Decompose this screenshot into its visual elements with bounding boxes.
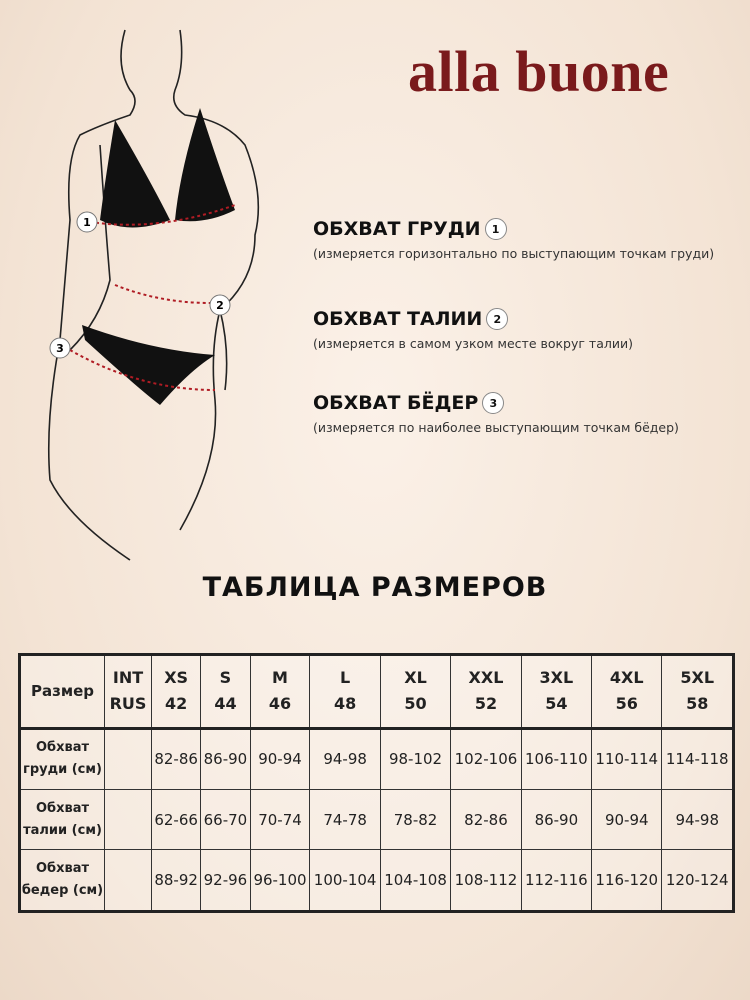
value-cell: 90-94 [249, 727, 311, 791]
int-size: L [340, 668, 351, 688]
bra-left-cup [100, 120, 170, 228]
corner-cell: Размер [19, 654, 105, 730]
size-header: XL 50 [379, 654, 452, 730]
system-cell: INT RUS [104, 654, 152, 730]
table-row: Обхват груди (см) 82-86 86-90 90-94 94-98 98-1… [19, 727, 734, 791]
table-header-row: Размер INT RUS XS 42 S 44 M 46 L 48 XL 50 XXL 5… [19, 654, 734, 730]
value-cell: 86-90 [520, 789, 593, 851]
row-label-line: Обхват [35, 861, 90, 877]
rus-size: 52 [474, 694, 498, 714]
size-header: XS 42 [150, 654, 202, 730]
row-label: Обхват талии (см) [19, 789, 105, 851]
value-cell: 104-108 [379, 849, 452, 912]
int-size: XXL [468, 668, 504, 688]
int-size: S [219, 668, 232, 688]
int-size: 3XL [539, 668, 574, 688]
row-label-line: Обхват [35, 800, 90, 816]
svg-text:3: 3 [56, 342, 64, 355]
row-label-line: бедер (см) [21, 883, 104, 899]
value-cell: 112-116 [520, 849, 593, 912]
size-header: L 48 [309, 654, 381, 730]
value-cell: 114-118 [661, 727, 734, 791]
marker-3-icon: 3 [49, 337, 71, 359]
value-cell: 92-96 [200, 849, 251, 912]
rus-size: 48 [334, 694, 357, 714]
value-cell: 82-86 [150, 727, 202, 791]
size-header: 4XL 56 [591, 654, 663, 730]
value-cell: 94-98 [661, 789, 734, 851]
value-cell: 108-112 [450, 849, 522, 912]
value-cell: 66-70 [200, 789, 251, 851]
value-cell: 102-106 [450, 727, 522, 791]
measurement-title: ОБХВАТ ТАЛИИ [313, 308, 483, 330]
number-badge-icon: 1 [484, 218, 507, 240]
value-cell: 98-102 [379, 727, 452, 791]
value-cell: 120-124 [661, 849, 734, 912]
marker-1-icon: 1 [76, 211, 98, 233]
number-badge-icon: 2 [486, 308, 509, 330]
rus-size: 58 [686, 694, 709, 714]
rus-size: 46 [268, 694, 292, 714]
value-cell: 88-92 [150, 849, 202, 912]
measurement-description: (измеряется по наиболее выступающим точк… [313, 420, 679, 435]
size-header: 5XL 58 [661, 654, 734, 730]
int-size: XS [164, 668, 189, 688]
measurement-description: (измеряется горизонтально по выступающим… [313, 246, 715, 261]
measurement-hips: ОБХВАТ БЁДЕР 3 (измеряется по наиболее вы… [313, 392, 679, 435]
row-label-line: талии (см) [23, 822, 102, 838]
size-header: S 44 [200, 654, 251, 730]
measurement-bust: ОБХВАТ ГРУДИ 1 (измеряется горизонтально … [313, 218, 714, 261]
table-row: Обхват талии (см) 62-66 66-70 70-74 74-78 78-8… [19, 789, 734, 851]
rus-size: 54 [545, 694, 568, 714]
value-cell: 62-66 [150, 789, 202, 851]
measurement-title: ОБХВАТ ГРУДИ [313, 218, 481, 240]
marker-2-icon: 2 [209, 294, 231, 316]
int-size: 5XL [680, 668, 715, 688]
rus-label: RUS [109, 694, 147, 714]
size-header: M 46 [249, 654, 311, 730]
value-cell: 82-86 [450, 789, 522, 851]
rus-size: 44 [214, 694, 237, 714]
number-badge-icon: 3 [482, 392, 505, 414]
value-cell: 96-100 [249, 849, 311, 912]
brand-logo: alla buone [408, 39, 670, 104]
svg-text:1: 1 [83, 216, 91, 229]
measurement-description: (измеряется в самом узком месте вокруг т… [313, 336, 633, 351]
table-row: Обхват бедер (см) 88-92 92-96 96-100 100-104 1… [19, 849, 734, 912]
value-cell: 74-78 [309, 789, 381, 851]
value-cell: 106-110 [520, 727, 593, 791]
size-table: Размер INT RUS XS 42 S 44 M 46 L 48 XL 50 XXL 5… [18, 653, 735, 913]
row-label: Обхват груди (см) [19, 727, 105, 791]
value-cell: 94-98 [309, 727, 381, 791]
value-cell: 86-90 [200, 727, 251, 791]
empty-cell [104, 789, 152, 851]
value-cell: 100-104 [309, 849, 381, 912]
bra-right-cup [175, 108, 235, 222]
row-label-line: Обхват [35, 740, 90, 756]
rus-size: 42 [165, 694, 188, 714]
row-label-line: груди (см) [23, 762, 102, 778]
int-size: 4XL [609, 668, 644, 688]
value-cell: 78-82 [379, 789, 452, 851]
row-label: Обхват бедер (см) [19, 849, 105, 912]
svg-text:2: 2 [216, 299, 224, 312]
panty [82, 325, 215, 405]
empty-cell [104, 727, 152, 791]
rus-size: 50 [404, 694, 427, 714]
measurement-title: ОБХВАТ БЁДЕР [313, 392, 479, 414]
measurement-waist: ОБХВАТ ТАЛИИ 2 (измеряется в самом узком … [313, 308, 633, 351]
value-cell: 90-94 [591, 789, 663, 851]
value-cell: 70-74 [249, 789, 311, 851]
size-header: XXL 52 [450, 654, 522, 730]
int-size: XL [404, 668, 427, 688]
value-cell: 116-120 [591, 849, 663, 912]
rus-size: 56 [615, 694, 638, 714]
size-header: 3XL 54 [520, 654, 593, 730]
value-cell: 110-114 [591, 727, 663, 791]
int-label: INT [112, 668, 144, 688]
body-figure-illustration: 1 2 3 [47, 29, 260, 561]
int-size: M [272, 668, 288, 688]
table-title: ТАБЛИЦА РАЗМЕРОВ [202, 572, 548, 603]
empty-cell [104, 849, 152, 912]
